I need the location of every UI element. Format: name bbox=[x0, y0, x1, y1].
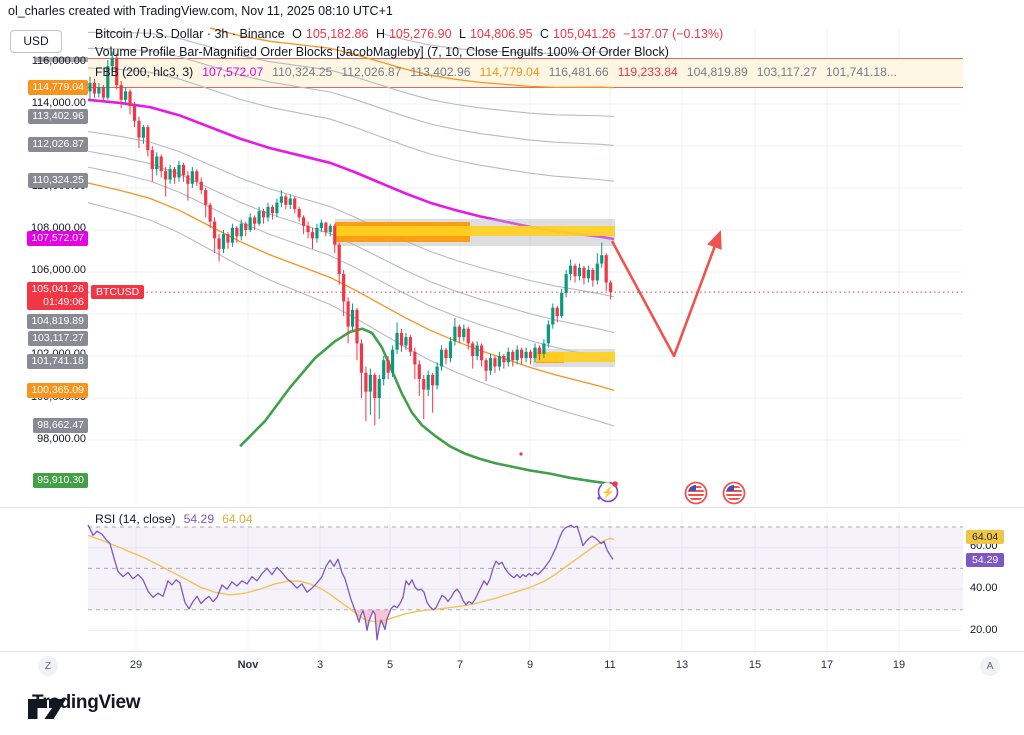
price-badge: 98,662.47 bbox=[33, 418, 88, 433]
red-dot-marker bbox=[519, 452, 523, 456]
time-tick-label: 15 bbox=[748, 659, 762, 671]
time-tick-label: 3 bbox=[316, 659, 324, 671]
rsi-label: RSI (14, close) bbox=[95, 512, 176, 526]
time-tick-label: 29 bbox=[129, 659, 143, 671]
price-badge: 104,819.89 bbox=[27, 314, 88, 329]
rsi-legend-row[interactable]: RSI (14, close) 54.29 64.04 bbox=[95, 512, 269, 526]
us-flag-event-icon[interactable] bbox=[722, 481, 746, 505]
price-badge: 101,741.18 bbox=[27, 354, 88, 369]
fbb-value: 119,233.84 bbox=[617, 65, 678, 79]
refresh-bolt-icon[interactable]: ⚡✦ bbox=[596, 481, 619, 503]
adjust-button[interactable]: A bbox=[980, 656, 1000, 676]
fbb-value: 101,741.18... bbox=[825, 65, 898, 79]
ohlc-high-value: 105,276.90 bbox=[388, 27, 452, 41]
order-blocks-layer bbox=[335, 219, 615, 367]
ohlc-low-label: L bbox=[459, 27, 466, 41]
time-tick-label: 5 bbox=[386, 659, 394, 671]
fbb-bands-layer bbox=[87, 27, 615, 486]
time-tick-label: 11 bbox=[604, 659, 616, 671]
chart-markers: ⚡✦ bbox=[596, 481, 746, 505]
rsi-legend-value: 54.29 bbox=[183, 512, 215, 526]
us-flag-event-icon[interactable] bbox=[684, 481, 708, 505]
price-label: 116,000.00 bbox=[31, 55, 86, 67]
fbb-value: 107,572.07 bbox=[202, 65, 264, 79]
svg-text:⚡: ⚡ bbox=[601, 486, 615, 499]
rsi-ma-line bbox=[87, 534, 615, 623]
gridlines bbox=[88, 30, 963, 650]
fbb-value: 116,481.66 bbox=[548, 65, 609, 79]
rsi-scale-badge: 54.29 bbox=[966, 553, 1005, 567]
tradingview-logo[interactable]: TradingView bbox=[26, 692, 141, 719]
change-value: −137.07 (−0.13%) bbox=[623, 27, 724, 41]
ohlc-high-label: H bbox=[375, 27, 385, 41]
price-badge: 107,572.07 bbox=[27, 231, 88, 246]
time-tick-label: 9 bbox=[526, 659, 534, 671]
rsi-scale-label: 20.00 bbox=[970, 624, 998, 636]
fbb-value: 113,402.96 bbox=[410, 65, 471, 79]
ohlc-close-value: 105,041.26 bbox=[553, 27, 616, 41]
symbol-price-badge: BTCUSD bbox=[91, 285, 145, 299]
volume-profile-legend-row[interactable]: Volume Profile Bar-Magnified Order Block… bbox=[95, 45, 669, 59]
fbb-value: 104,819.89 bbox=[686, 65, 748, 79]
price-badge: 112,026.87 bbox=[28, 137, 88, 152]
time-tick-label: 19 bbox=[892, 659, 906, 671]
fbb-value: 110,324.25 bbox=[272, 65, 333, 79]
price-badge: 110,324.25 bbox=[28, 173, 88, 188]
price-badge: 105,041.26 01:49:06 bbox=[27, 282, 88, 310]
rsi-scale-label: 40.00 bbox=[970, 582, 998, 594]
ohlc-open-label: O bbox=[292, 27, 302, 41]
ohlc-close-label: C bbox=[540, 27, 550, 41]
candles-layer bbox=[88, 51, 613, 426]
rsi-legend-value: 64.04 bbox=[222, 512, 253, 526]
fbb-label: FBB (200, hlc3, 3) bbox=[95, 65, 194, 79]
price-badge: 103,117.27 bbox=[28, 331, 88, 346]
price-badge: 100,365.09 bbox=[27, 383, 88, 398]
price-label: 114,000.00 bbox=[31, 97, 86, 109]
projection-arrow[interactable] bbox=[610, 230, 722, 358]
price-badge: 95,910.30 bbox=[33, 473, 88, 488]
price-label: 106,000.00 bbox=[30, 264, 86, 276]
ohlc-open-value: 105,182.86 bbox=[305, 27, 369, 41]
timezone-button[interactable]: Z bbox=[38, 656, 58, 676]
symbol-title: Bitcoin / U.S. Dollar · 3h · Binance bbox=[95, 27, 285, 41]
currency-usd-button[interactable]: USD bbox=[10, 30, 62, 53]
price-label: 98,000.00 bbox=[37, 433, 86, 445]
price-badge: 113,402.96 bbox=[28, 109, 88, 124]
rsi-oversold-fill bbox=[356, 609, 391, 640]
time-tick-label: 17 bbox=[820, 659, 834, 671]
fbb-values: 107,572.07 110,324.25 112,026.87 113,402.96… bbox=[202, 65, 906, 79]
rsi-scale-badge: 64.04 bbox=[966, 530, 1005, 544]
time-tick-label: 13 bbox=[675, 659, 689, 671]
symbol-legend-row[interactable]: Bitcoin / U.S. Dollar · 3h · Binance O 10… bbox=[95, 27, 727, 41]
fbb-legend-row[interactable]: FBB (200, hlc3, 3) 107,572.07 110,324.25 11… bbox=[95, 65, 915, 79]
fbb-value: 114,779.04 bbox=[479, 65, 540, 79]
time-tick-label: Nov bbox=[237, 659, 259, 671]
time-tick-label: 7 bbox=[456, 659, 464, 671]
fbb-value: 103,117.27 bbox=[756, 65, 817, 79]
ohlc-low-value: 104,806.95 bbox=[469, 27, 533, 41]
svg-text:✦: ✦ bbox=[596, 494, 603, 503]
time-axis[interactable]: Z 29 Nov 3 5 7 9 11 13 15 17 19 A bbox=[0, 652, 1024, 680]
attribution-text: ol_charles created with TradingView.com,… bbox=[8, 4, 393, 18]
fbb-value: 112,026.87 bbox=[341, 65, 402, 79]
rsi-line bbox=[87, 524, 614, 641]
rsi-pane bbox=[87, 524, 963, 641]
fbb-lower-green-band bbox=[239, 327, 615, 486]
price-badge: 114,779.04 bbox=[28, 80, 88, 95]
rsi-legend-values: 54.29 64.04 bbox=[184, 512, 261, 526]
tradingview-logo-icon bbox=[28, 699, 66, 719]
